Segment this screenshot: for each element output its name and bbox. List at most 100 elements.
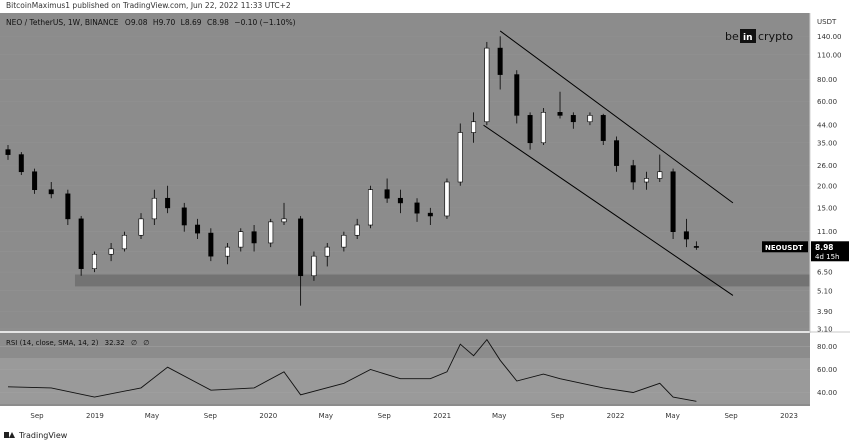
candle-down — [427, 207, 433, 226]
time-tick-label: Sep — [204, 412, 218, 420]
candle-up — [587, 112, 593, 126]
rsi-tick-label: 60.00 — [817, 366, 837, 374]
time-tick-label: May — [145, 412, 159, 420]
candle-down — [683, 218, 689, 248]
beincrypto-logo: be in crypto — [725, 29, 793, 43]
channel-lower-line[interactable] — [483, 124, 734, 296]
candle-down — [18, 152, 24, 176]
price-tick-label: 3.10 — [817, 326, 833, 334]
price-tick-label: 60.00 — [817, 98, 837, 106]
candle-up — [657, 154, 663, 183]
rsi-tick-label: 40.00 — [817, 389, 837, 397]
rsi-value: 32.32 — [105, 339, 125, 347]
candle-up — [471, 112, 477, 143]
candle-up — [151, 189, 157, 226]
time-tick-label: 2022 — [607, 412, 625, 420]
time-tick-label: 2020 — [259, 412, 277, 420]
candle-down — [414, 198, 420, 222]
candle-down — [693, 241, 699, 250]
candle-up — [311, 251, 317, 281]
time-tick-label: Sep — [30, 412, 44, 420]
candle-up — [268, 218, 274, 248]
candle-down — [65, 189, 71, 226]
brand-left: be — [725, 30, 739, 43]
time-tick-label: Sep — [378, 412, 392, 420]
ohlc-high: 9.70 — [159, 18, 176, 27]
ohlc-open: 9.08 — [131, 18, 148, 27]
time-axis-background — [0, 406, 850, 426]
footer-brand: TradingView — [19, 430, 68, 440]
price-tick-label: 44.00 — [817, 122, 837, 130]
candle-down — [614, 136, 620, 172]
candle-up — [354, 218, 360, 240]
rsi-label: RSI (14, close, SMA, 14, 2) — [6, 339, 99, 347]
publisher-line: BitcoinMaximus1 published on TradingView… — [6, 1, 291, 10]
tradingview-logo-icon — [4, 431, 15, 439]
candle-down — [32, 168, 38, 194]
price-tick-label: 15.00 — [817, 204, 837, 212]
ohlc-l-label: L — [181, 18, 186, 27]
price-axis-background — [810, 13, 850, 331]
time-axis-labels: Sep 2019 May Sep 2020 May Sep 2021 May Sep 2022 May… — [30, 412, 798, 420]
footer: TradingView — [4, 428, 67, 442]
candle-up — [367, 185, 373, 229]
candle-down — [630, 159, 636, 190]
candle-down — [670, 168, 676, 240]
price-tick-label: 80.00 — [817, 76, 837, 84]
candle-up — [324, 242, 330, 267]
price-tick-label: 140.00 — [817, 33, 842, 41]
ohlc-close: 8.98 — [212, 18, 229, 27]
rsi-axis-background — [810, 333, 850, 406]
brand-mid: in — [743, 33, 753, 43]
brand-right: crypto — [758, 30, 793, 43]
candle-down — [195, 218, 201, 240]
ohlc-c-label: C — [207, 18, 212, 27]
candle-down — [165, 185, 171, 214]
rsi-line — [7, 338, 697, 402]
candle-up — [540, 108, 546, 145]
price-tick-label: 6.50 — [817, 269, 833, 277]
price-tick-label: 3.90 — [817, 308, 833, 316]
candle-up — [444, 178, 450, 219]
candle-down — [397, 189, 403, 214]
time-tick-label: May — [492, 412, 506, 420]
candle-down — [384, 178, 390, 203]
candle-down — [5, 144, 11, 160]
time-tick-label: 2023 — [780, 412, 798, 420]
price-tick-label: 20.00 — [817, 182, 837, 190]
candle-down — [527, 112, 533, 150]
candle-down — [181, 202, 187, 232]
candle-down — [497, 36, 503, 90]
candle-down — [298, 215, 304, 306]
last-price-countdown: 4d 15h — [815, 253, 839, 261]
price-axis-unit: USDT — [817, 18, 837, 26]
time-tick-label: 2021 — [433, 412, 451, 420]
price-tick-label: 11.00 — [817, 228, 837, 236]
svg-text:RSI (14, close, SMA, 14, 2): RSI (14, close, SMA, 14, 2) 32.32 ∅ ∅ — [6, 339, 149, 347]
candle-up — [643, 171, 649, 190]
ohlc-change: −0.10 (−1.10%) — [234, 18, 295, 27]
descending-channel — [483, 30, 734, 296]
candle-down — [208, 228, 214, 262]
rsi-axis-ticks: 80.00 60.00 40.00 — [817, 343, 837, 397]
candle-down — [48, 182, 54, 199]
channel-upper-line[interactable] — [499, 30, 734, 204]
time-tick-label: 2019 — [86, 412, 104, 420]
candle-up — [91, 251, 97, 273]
ohlc-o-label: O — [125, 18, 131, 27]
last-price-symbol: NEOUSDT — [765, 244, 803, 252]
price-tick-label: 5.10 — [817, 287, 833, 295]
svg-text:NEO / TetherUS, 1W, BINANCE: NEO / TetherUS, 1W, BINANCE O9.08 H9.70 … — [6, 18, 296, 27]
ohlc-h-label: H — [153, 18, 159, 27]
candle-down — [557, 91, 563, 119]
candle-up — [341, 231, 347, 252]
candle-down — [570, 112, 576, 129]
rsi-na-2: ∅ — [143, 339, 149, 347]
time-tick-label: May — [319, 412, 333, 420]
symbol-header: NEO / TetherUS, 1W, BINANCE — [6, 18, 119, 27]
rsi-band — [0, 358, 810, 404]
price-tick-label: 26.00 — [817, 162, 837, 170]
time-tick-label: Sep — [551, 412, 565, 420]
time-tick-label: May — [665, 412, 679, 420]
